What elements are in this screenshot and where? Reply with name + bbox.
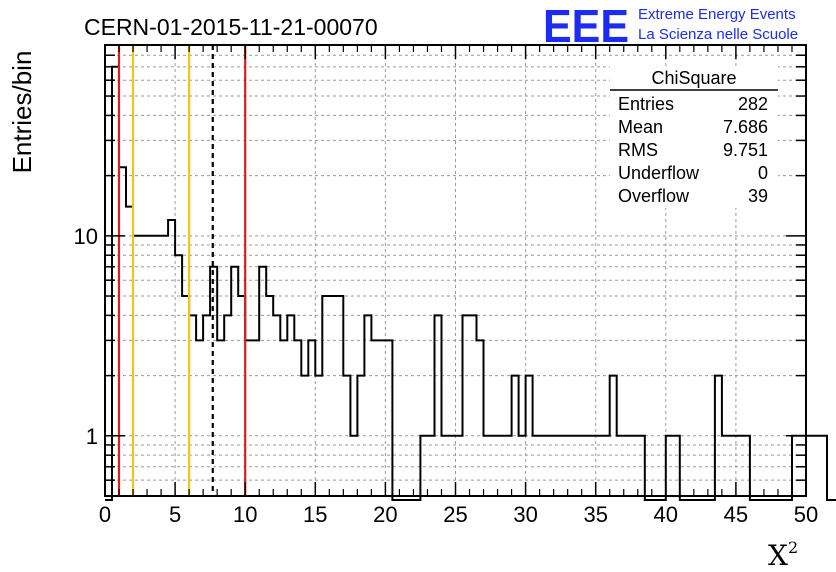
x-axis-label-superscript: 2 [788,538,798,557]
stats-value-rms: 9.751 [723,140,768,160]
histogram-bin [203,315,210,496]
stats-label-underflow: Underflow [618,163,700,183]
stats-label-rms: RMS [618,140,658,160]
histogram-bin [196,340,203,496]
x-tick-label: 20 [373,502,397,527]
x-tick-label: 35 [583,502,607,527]
logo-line1: Extreme Energy Events [638,6,796,23]
histogram-bin [154,236,161,496]
histogram-bin [308,340,315,496]
histogram-bin [378,340,385,496]
histogram-bin [470,315,477,496]
histogram-bin [147,236,154,496]
y-tick-label: 10 [74,224,98,249]
x-tick-label: 40 [654,502,678,527]
y-axis-label: Entries/bin [7,51,37,174]
histogram-bin [364,315,371,496]
logo-mark: EEE [543,0,629,52]
stats-value-mean: 7.686 [723,117,768,137]
eee-logo: EEE Extreme Energy Events La Scienza nel… [543,0,798,52]
axis-ticks: 0 5 10 15 20 25 30 35 40 45 50 1 10 [74,44,818,527]
histogram-bin [336,296,343,496]
histogram-bin [329,296,336,496]
histogram-bin [322,296,329,496]
histogram-bin [217,340,224,496]
stats-label-entries: Entries [618,94,674,114]
histogram-bin [266,296,273,496]
stats-label-mean: Mean [618,117,663,137]
histogram-bin [385,340,392,496]
x-tick-label: 30 [513,502,537,527]
histogram-series [105,65,836,501]
stats-title: ChiSquare [651,68,736,88]
stats-value-underflow: 0 [758,163,768,183]
stats-value-overflow: 39 [748,186,768,206]
histogram-bin [252,340,259,496]
histogram-bin [820,436,827,496]
x-tick-label: 15 [303,502,327,527]
histogram-outline [105,65,836,501]
reference-lines [117,45,247,496]
x-tick-label: 10 [233,502,257,527]
x-tick-label: 0 [99,502,111,527]
x-tick-label: 45 [724,502,748,527]
histogram-bin [371,340,378,496]
histogram-bin [168,220,175,496]
x-tick-label: 5 [169,502,181,527]
histogram-bin [273,315,280,496]
histogram-bin [224,315,231,496]
x-axis-label: X [768,539,788,572]
stats-label-overflow: Overflow [618,186,690,206]
histogram-bin [813,436,820,496]
histogram-bin [806,436,813,496]
histogram-bin [477,340,484,496]
histogram-bin [231,267,238,496]
histogram-bin [280,340,287,496]
stats-value-entries: 282 [738,94,768,114]
histogram-bin [140,236,147,496]
histogram-bin [287,315,294,496]
plot-title: CERN-01-2015-11-21-00070 [84,14,378,40]
histogram-bin [463,315,470,496]
logo-line2: La Scienza nelle Scuole [638,26,798,43]
x-tick-label: 25 [443,502,467,527]
stats-box: ChiSquare Entries 282 Mean 7.686 RMS 9.7… [610,66,778,208]
histogram-bin [435,315,442,496]
histogram-bin [294,340,301,496]
x-tick-label: 50 [794,502,818,527]
histogram-bin [259,267,266,496]
y-tick-label: 1 [86,424,98,449]
histogram-bin [161,236,168,496]
